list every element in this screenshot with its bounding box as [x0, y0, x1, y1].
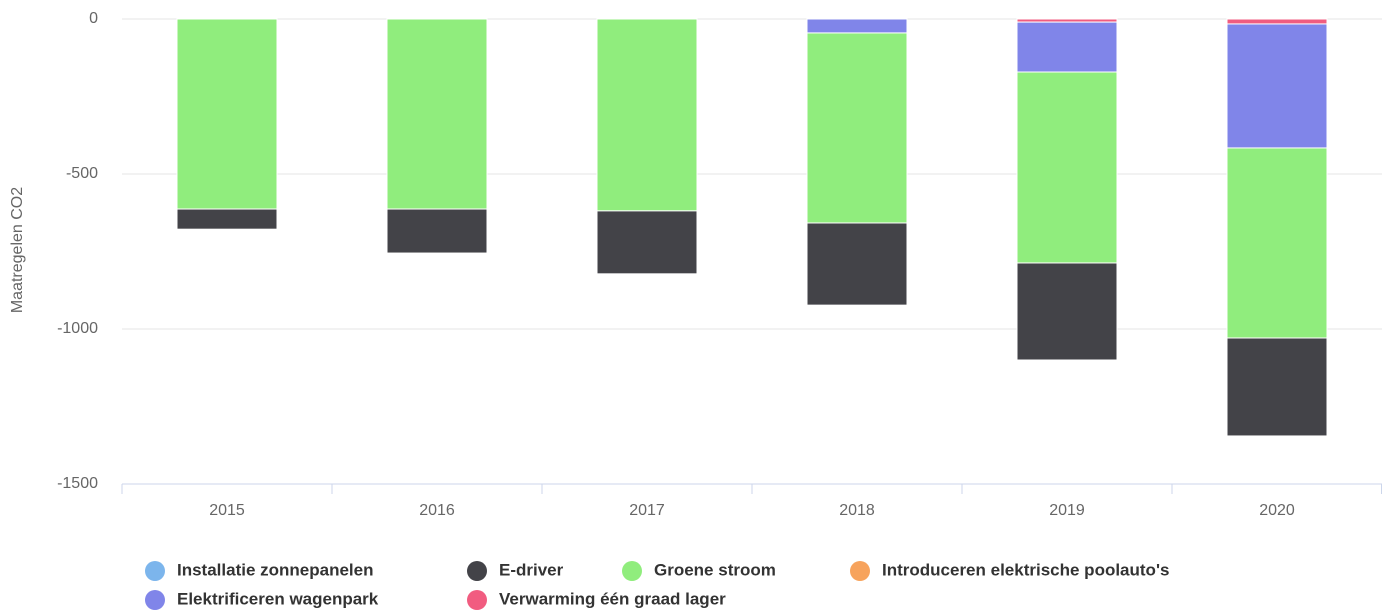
bar-segment	[1016, 262, 1118, 361]
legend-label: Introduceren elektrische poolauto's	[882, 560, 1169, 579]
y-tick-label: 0	[89, 10, 98, 27]
bar-segment	[1226, 18, 1328, 25]
x-tick-label: 2015	[209, 502, 245, 519]
legend-marker	[467, 590, 487, 610]
x-tick-label: 2017	[629, 502, 665, 519]
bar-segment	[1016, 21, 1118, 73]
bar-segment	[1226, 337, 1328, 437]
legend-label: E-driver	[499, 560, 564, 579]
bar-segment	[806, 222, 908, 306]
bar-segment	[176, 208, 278, 230]
legend-marker	[622, 561, 642, 581]
legend-marker	[467, 561, 487, 581]
x-tick-label: 2020	[1259, 502, 1295, 519]
legend-marker	[850, 561, 870, 581]
legend-label: Verwarming één graad lager	[499, 589, 726, 608]
legend-marker	[145, 561, 165, 581]
legend-label: Elektrificeren wagenpark	[177, 589, 379, 608]
legend-label: Groene stroom	[654, 560, 776, 579]
y-tick-label: -500	[66, 165, 98, 182]
bar-segment	[386, 208, 488, 254]
bar-segment	[1226, 23, 1328, 149]
bar-segment	[1016, 71, 1118, 264]
bar-segment	[596, 18, 698, 212]
bar-segment	[596, 210, 698, 275]
bar-segment	[1226, 147, 1328, 339]
y-axis-label: Maatregelen CO2	[9, 187, 26, 313]
bar-segment	[806, 32, 908, 224]
bar-segment	[806, 18, 908, 34]
legend-label: Installatie zonnepanelen	[177, 560, 374, 579]
legend-marker	[145, 590, 165, 610]
bar-segment	[176, 18, 278, 210]
x-tick-label: 2018	[839, 502, 875, 519]
bar-segment	[386, 18, 488, 210]
legend: Installatie zonnepanelen E-driver Groene s…	[145, 560, 1169, 610]
y-tick-label: -1000	[57, 320, 98, 337]
x-tick-label: 2019	[1049, 502, 1085, 519]
y-tick-label: -1500	[57, 475, 98, 492]
x-tick-label: 2016	[419, 502, 455, 519]
